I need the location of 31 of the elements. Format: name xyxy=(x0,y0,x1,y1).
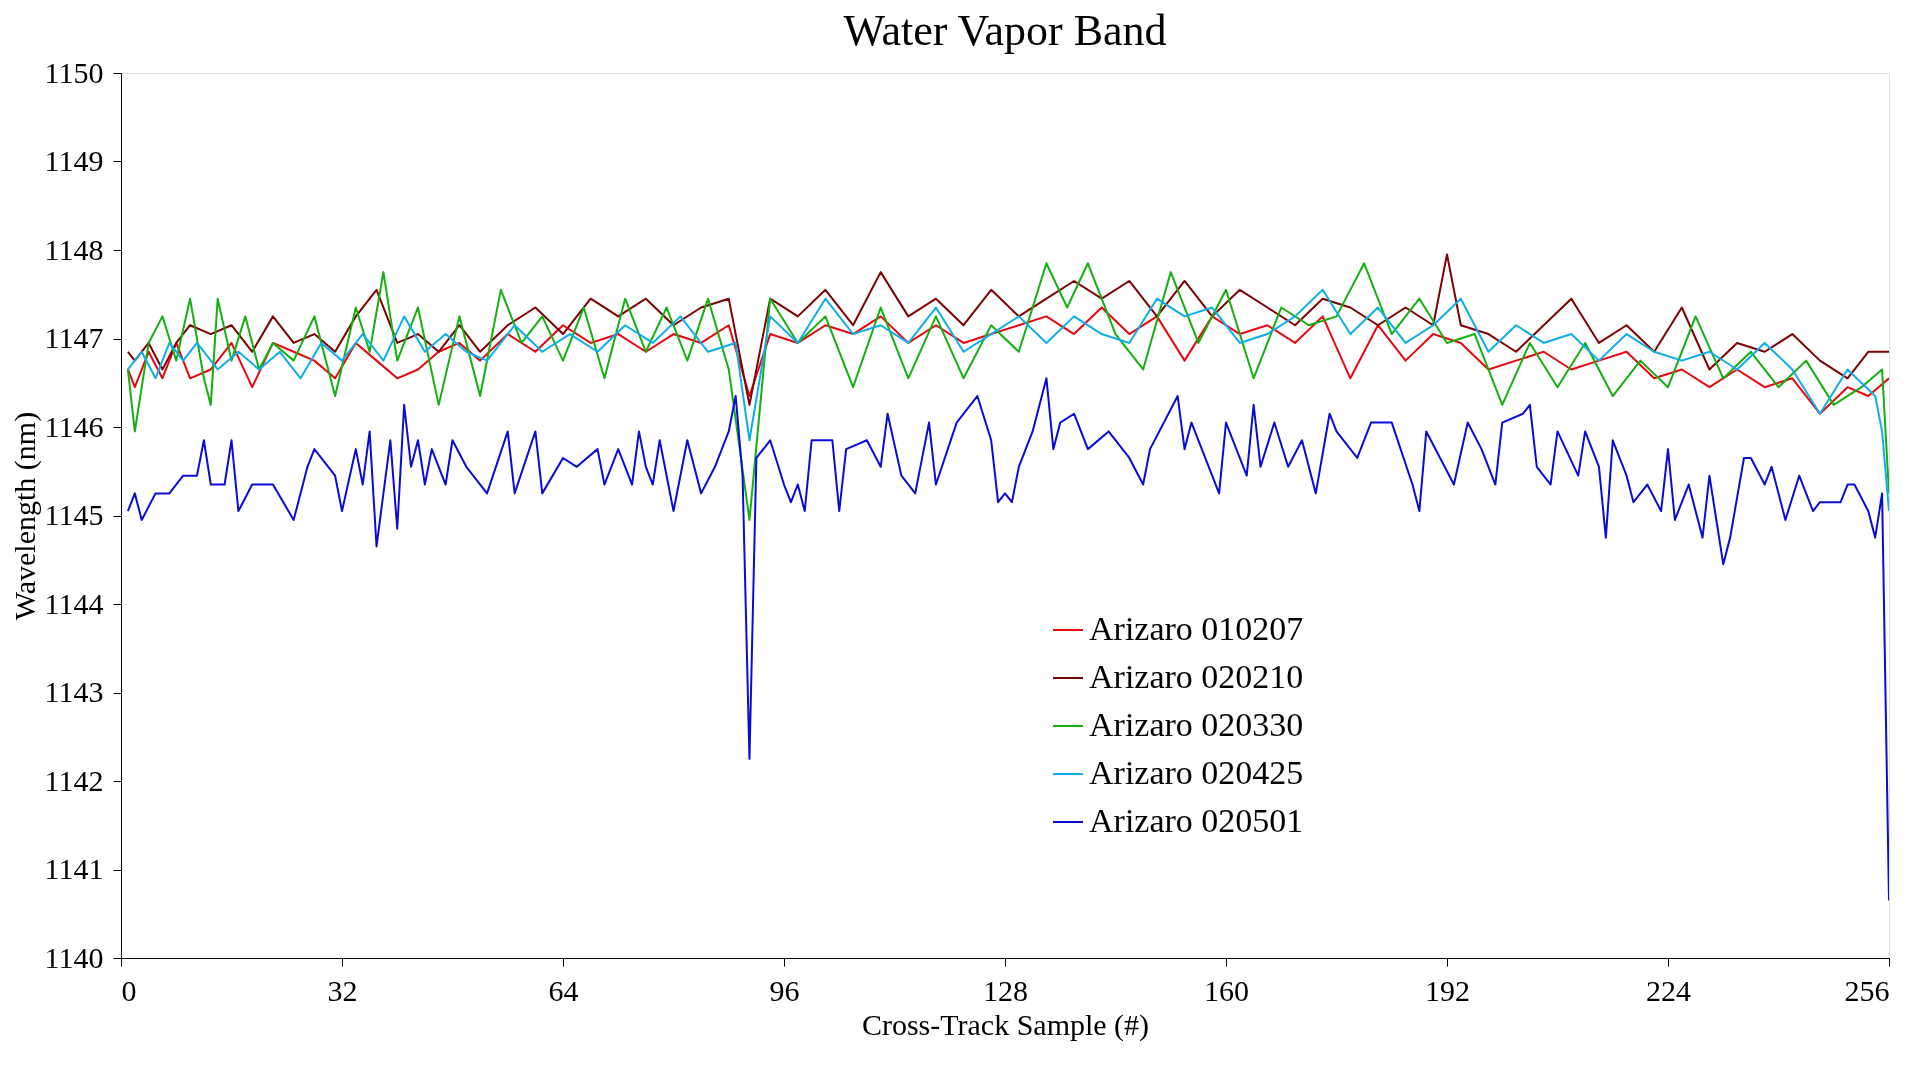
x-tick-label: 96 xyxy=(769,973,800,1007)
legend-label: Arizaro 010207 xyxy=(1089,610,1304,647)
line-series xyxy=(126,306,1889,415)
y-axis-title: Wavelength (nm) xyxy=(7,411,42,621)
x-axis-title: Cross-Track Sample (#) xyxy=(861,1007,1150,1042)
x-tick-label: 64 xyxy=(548,973,579,1007)
legend-label: Arizaro 020210 xyxy=(1089,658,1304,695)
line-series xyxy=(126,377,1889,902)
x-tick-label: 128 xyxy=(983,973,1028,1007)
chart-title: Water Vapor Band xyxy=(843,6,1167,55)
y-tick-label: 1145 xyxy=(44,498,104,531)
y-tick-label: 1146 xyxy=(44,409,104,443)
y-tick-label: 1149 xyxy=(44,144,104,177)
y-tick-label: 1140 xyxy=(44,940,104,974)
y-tick-label: 1143 xyxy=(44,675,104,708)
line-series xyxy=(126,253,1889,406)
x-tick-label: 224 xyxy=(1646,973,1691,1007)
legend-label: Arizaro 020330 xyxy=(1089,706,1304,743)
y-tick-label: 1142 xyxy=(44,763,104,797)
x-tick-label: 160 xyxy=(1204,973,1249,1007)
legend-label: Arizaro 020425 xyxy=(1089,754,1304,791)
x-tick-label: 192 xyxy=(1425,973,1470,1007)
y-tick-label: 1147 xyxy=(44,321,104,354)
y-tick-label: 1148 xyxy=(44,232,104,266)
legend-label: Arizaro 020501 xyxy=(1089,802,1304,839)
y-tick-label: 1141 xyxy=(44,852,104,885)
x-tick-label: 256 xyxy=(1844,973,1890,1007)
x-tick-label: 0 xyxy=(121,973,137,1007)
x-tick-label: 32 xyxy=(327,973,358,1007)
y-tick-label: 1144 xyxy=(44,586,104,620)
y-tick-label: 1150 xyxy=(44,55,104,89)
